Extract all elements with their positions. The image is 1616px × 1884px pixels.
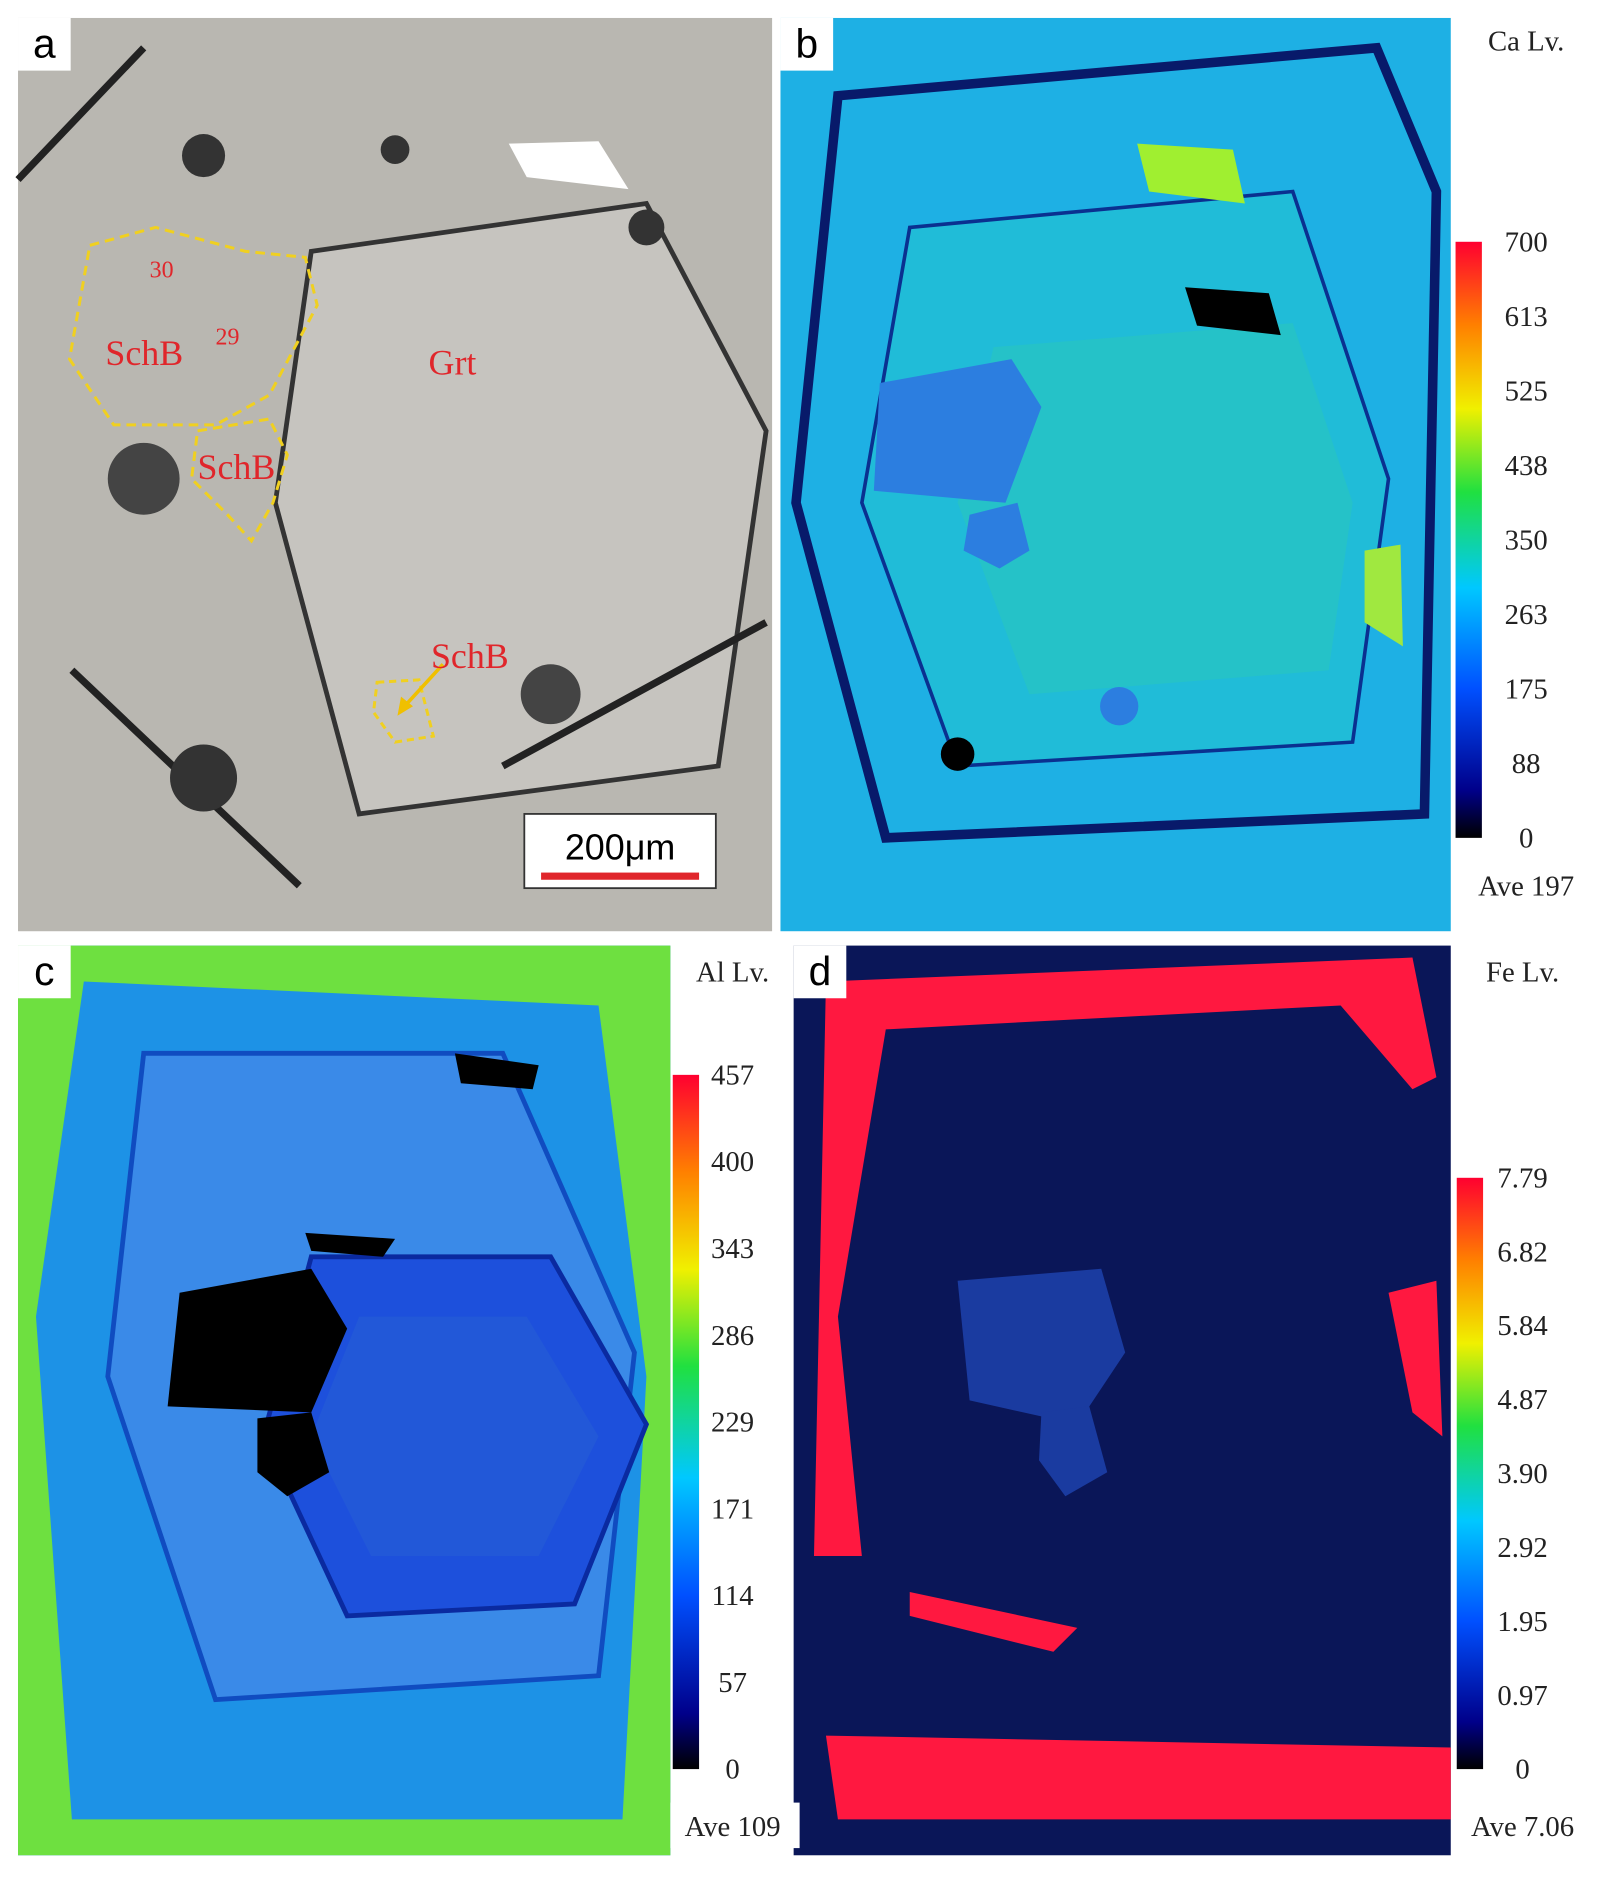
annotation: SchB xyxy=(105,333,183,373)
colorbar-label-bg xyxy=(1486,220,1561,860)
colorbar-tick-label: 525 xyxy=(1505,375,1548,407)
panel-c: c xyxy=(18,945,671,1856)
annotation: 29 xyxy=(216,325,240,351)
colorbar-title-bg xyxy=(1462,947,1583,994)
colorbar-tick-label: 171 xyxy=(711,1493,754,1525)
colorbar xyxy=(672,1074,700,1770)
colorbar-title: Al Lv. xyxy=(696,956,769,988)
colorbar-tick-label: 4.87 xyxy=(1497,1384,1547,1416)
colorbar-tick-label: 229 xyxy=(711,1407,754,1439)
colorbar-tick-label: 175 xyxy=(1505,673,1548,705)
average-bg xyxy=(670,1802,800,1849)
colorbar-average: Ave 197 xyxy=(1478,870,1574,902)
colorbar-label-bg xyxy=(1487,1156,1563,1791)
panel-label: b xyxy=(795,20,818,66)
colorbar-tick-label: 114 xyxy=(712,1580,754,1612)
average-bg xyxy=(1460,1802,1590,1849)
colorbar-tick-label: 700 xyxy=(1505,226,1548,258)
panel-label: a xyxy=(33,20,56,66)
colorbar-tick-label: 7.79 xyxy=(1497,1162,1547,1194)
panel-label: c xyxy=(34,948,54,994)
colorbar-tick-label: 457 xyxy=(711,1059,754,1091)
colorbar-tick-label: 0 xyxy=(1519,822,1533,854)
colorbar-label-bg xyxy=(703,1053,779,1791)
colorbar-title-bg xyxy=(1466,16,1587,63)
colorbar-tick-label: 2.92 xyxy=(1497,1532,1547,1564)
colorbar-title-bg xyxy=(672,947,793,994)
scale-bar-label: 200μm xyxy=(565,827,675,867)
colorbar-tick-label: 88 xyxy=(1512,748,1541,780)
colorbar-tick-label: 0.97 xyxy=(1497,1680,1547,1712)
panel-a: 30 29 SchB Grt SchB SchB 200μm a xyxy=(15,17,773,932)
colorbar-average: Ave 7.06 xyxy=(1471,1811,1574,1843)
annotation: 30 xyxy=(150,258,174,284)
panel-label: d xyxy=(809,948,832,994)
colorbar-title: Fe Lv. xyxy=(1486,956,1559,988)
colorbar-tick-label: 6.82 xyxy=(1497,1236,1547,1268)
colorbar-tick-label: 263 xyxy=(1505,599,1548,631)
colorbar-tick-label: 0 xyxy=(1515,1754,1529,1786)
colorbar-tick-label: 343 xyxy=(711,1233,754,1265)
annotation: Grt xyxy=(429,343,477,383)
colorbar-title: Ca Lv. xyxy=(1488,25,1564,57)
colorbar-tick-label: 1.95 xyxy=(1497,1606,1547,1638)
panel-d: d xyxy=(793,945,1451,1856)
annotation: SchB xyxy=(198,447,276,487)
average-bg xyxy=(1463,861,1594,908)
colorbar-tick-label: 0 xyxy=(725,1754,739,1786)
colorbar-average: Ave 109 xyxy=(685,1811,781,1843)
panel-b: b xyxy=(780,17,1451,932)
colorbar-tick-label: 57 xyxy=(718,1667,747,1699)
colorbar-tick-label: 5.84 xyxy=(1497,1310,1547,1342)
colorbar-tick-label: 400 xyxy=(711,1146,754,1178)
annotation: SchB xyxy=(431,636,509,676)
colorbar xyxy=(1455,241,1482,838)
colorbar-tick-label: 3.90 xyxy=(1497,1458,1547,1490)
colorbar xyxy=(1456,1177,1484,1770)
colorbar-tick-label: 286 xyxy=(711,1320,754,1352)
colorbar-tick-label: 613 xyxy=(1505,301,1548,333)
colorbar-tick-label: 438 xyxy=(1505,450,1548,482)
colorbar-tick-label: 350 xyxy=(1505,524,1548,556)
